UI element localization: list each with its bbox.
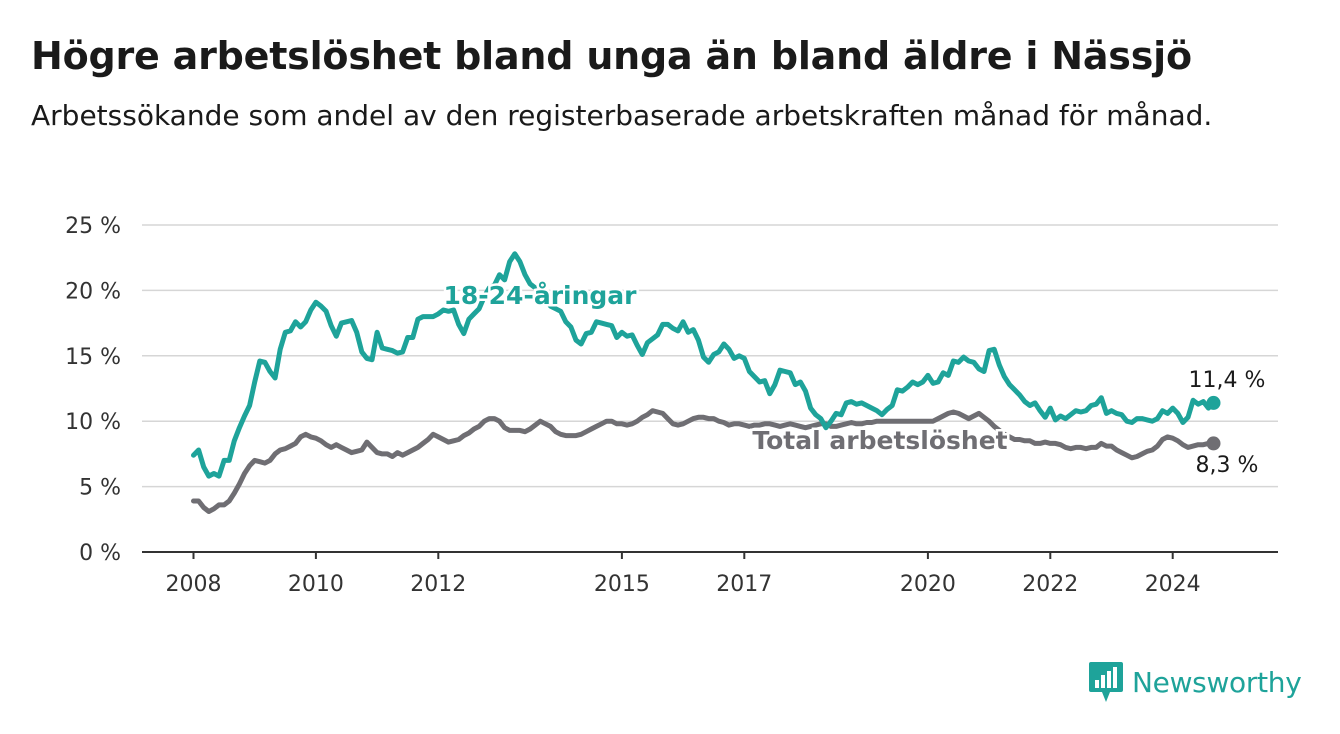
newsworthy-logo-icon — [1089, 662, 1123, 702]
y-tick-label: 5 % — [79, 476, 121, 501]
series-end-value-label: 11,4 % — [1189, 368, 1266, 393]
chart-title: Högre arbetslöshet bland unga än bland ä… — [31, 34, 1192, 78]
y-tick-label: 10 % — [65, 410, 121, 435]
series-end-point-0 — [1206, 395, 1221, 410]
series-lines — [191, 251, 1221, 514]
series-name-label: Total arbetslöshet — [752, 426, 1007, 455]
x-tick-label: 2017 — [716, 572, 772, 597]
x-tick-label: 2024 — [1145, 572, 1201, 597]
y-tick-label: 25 % — [65, 214, 121, 239]
series-labels: 18-24-åringar 11,4 % Total arbetslöshet 8,3… — [441, 279, 1267, 481]
x-tick-label: 2010 — [288, 572, 344, 597]
y-tick-label: 15 % — [65, 345, 121, 370]
x-tick-label: 2012 — [410, 572, 466, 597]
y-tick-label: 20 % — [65, 279, 121, 304]
series-name-label: 18-24-åringar — [444, 281, 638, 310]
chart-subtitle: Arbetssökande som andel av den registerb… — [31, 99, 1213, 132]
series-line-1 — [191, 408, 1216, 514]
y-axis-ticks: 0 % 5 % 10 % 15 % 20 % 25 % — [65, 214, 121, 566]
series-line-0 — [191, 251, 1216, 479]
x-tick-label: 2022 — [1022, 572, 1078, 597]
brand-logo: Newsworthy — [1088, 660, 1302, 704]
series-end-point-1 — [1206, 436, 1221, 451]
x-tick-label: 2020 — [900, 572, 956, 597]
y-tick-label: 0 % — [79, 541, 121, 566]
x-tick-label: 2015 — [594, 572, 650, 597]
brand-name: Newsworthy — [1132, 665, 1302, 699]
x-axis: 2008 2010 2012 2015 2017 2020 2022 2024 — [142, 551, 1278, 597]
x-tick-label: 2008 — [166, 572, 222, 597]
series-end-value-label: 8,3 % — [1196, 453, 1259, 478]
